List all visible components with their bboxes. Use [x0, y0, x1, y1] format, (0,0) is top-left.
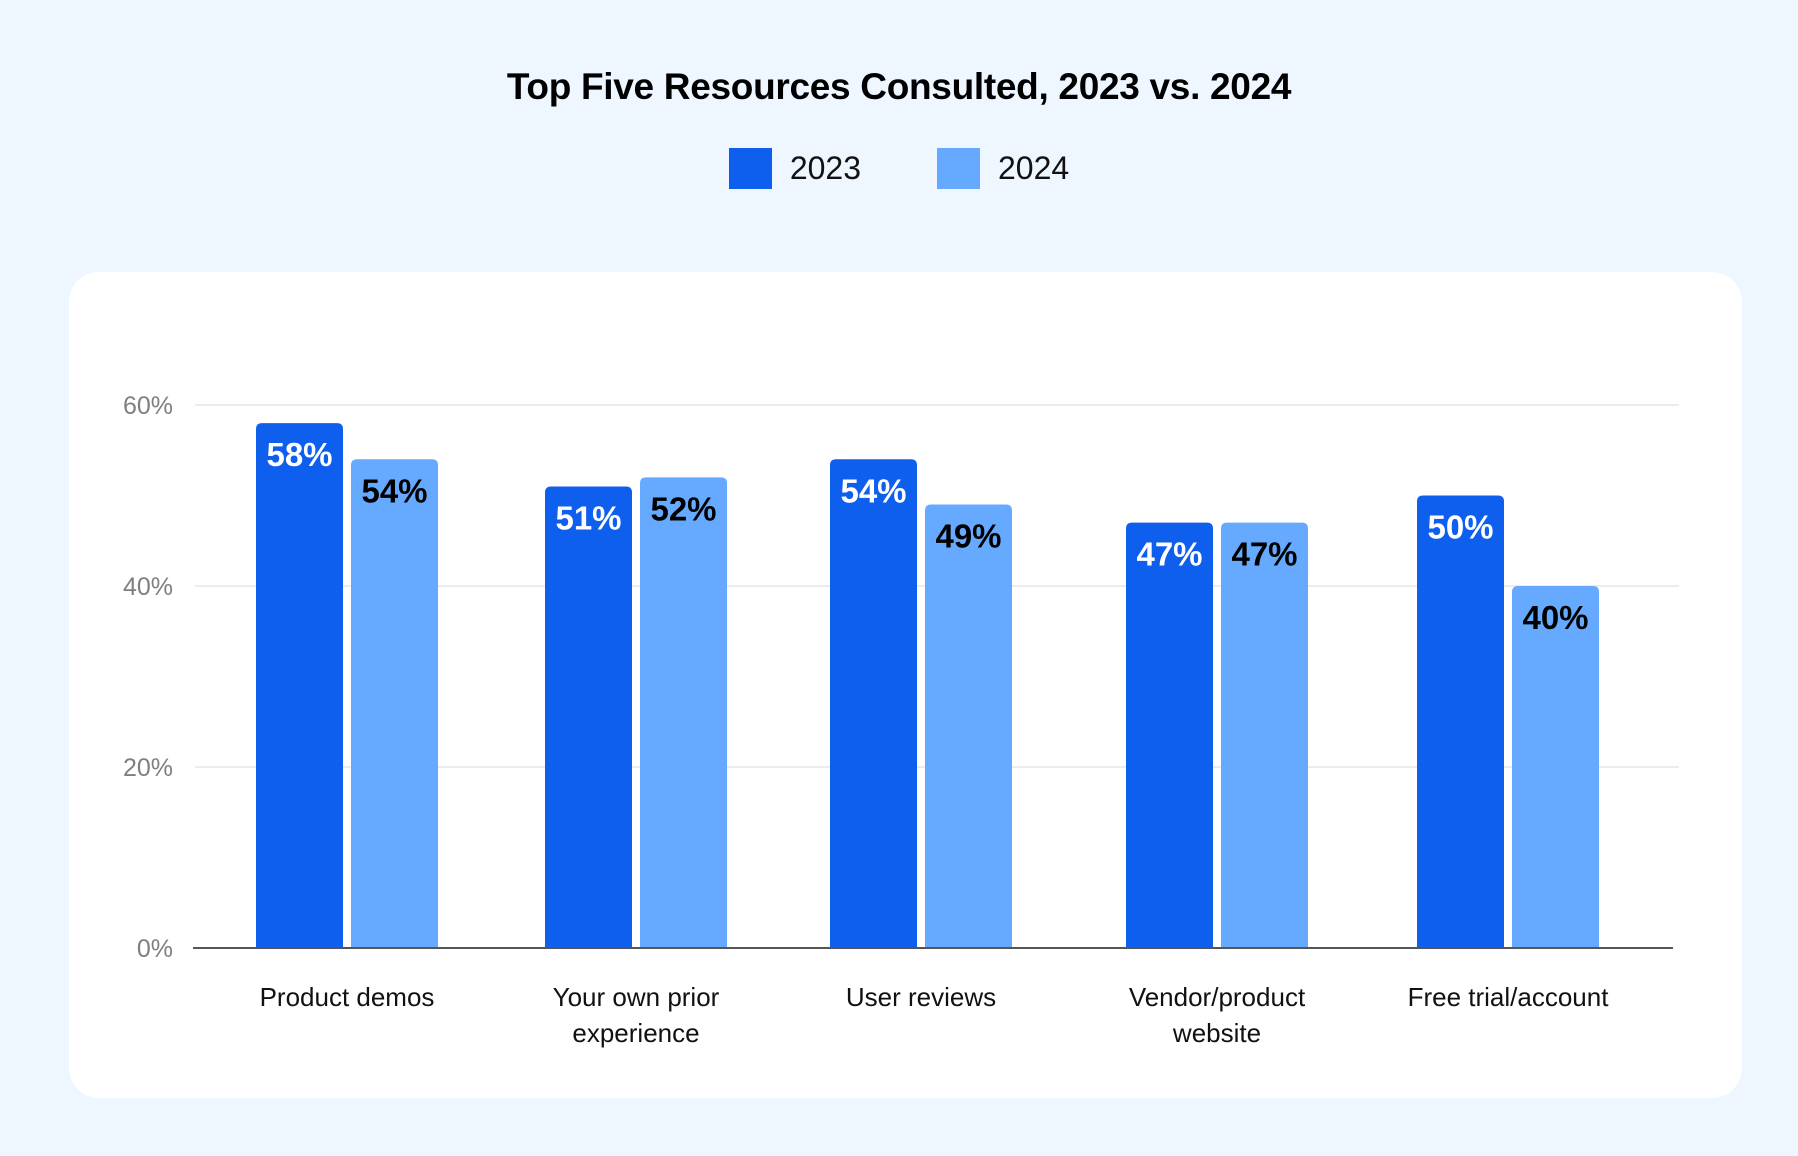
- bar-2024-4: [1512, 586, 1599, 948]
- legend-label-2023: 2023: [789, 150, 861, 186]
- legend: 2023 2024: [0, 148, 1798, 189]
- legend-item-2024: 2024: [937, 148, 1069, 189]
- legend-item-2023: 2023: [728, 148, 861, 189]
- y-tick-label: 40%: [123, 573, 173, 601]
- bar-2023-3: [1126, 522, 1213, 948]
- legend-swatch-2023: [728, 148, 772, 189]
- bar-2024-2: [925, 504, 1012, 948]
- x-category-label: experience: [572, 1018, 699, 1048]
- legend-label-2024: 2024: [998, 150, 1070, 186]
- y-tick-label: 0%: [137, 935, 173, 963]
- bar-label-2024-2: 49%: [935, 518, 1001, 555]
- bar-2023-0: [256, 423, 343, 949]
- legend-swatch-2024: [937, 148, 980, 189]
- bar-2024-1: [640, 477, 727, 948]
- bar-label-2024-3: 47%: [1231, 536, 1297, 573]
- bar-2023-4: [1417, 495, 1504, 948]
- bar-label-2023-1: 51%: [555, 499, 621, 536]
- bar-label-2023-0: 58%: [266, 436, 332, 473]
- x-category-label: Vendor/product: [1129, 982, 1306, 1012]
- x-category-label: Product demos: [260, 982, 435, 1012]
- bar-label-2024-4: 40%: [1522, 599, 1588, 636]
- bar-2024-3: [1221, 522, 1308, 948]
- y-tick-label: 20%: [123, 754, 173, 782]
- bar-2024-0: [351, 459, 438, 948]
- bar-2023-1: [545, 486, 632, 948]
- chart-title: Top Five Resources Consulted, 2023 vs. 2…: [506, 66, 1292, 107]
- x-category-label: website: [1172, 1018, 1261, 1048]
- bar-label-2024-0: 54%: [361, 472, 427, 509]
- chart-card: 0% 20% 40% 60% 58% 51% 54% 47% 50% 54% 52% 49% 47% 40…: [69, 272, 1742, 1098]
- bar-2023-2: [830, 459, 917, 948]
- y-tick-label: 60%: [123, 392, 173, 420]
- bar-label-2023-3: 47%: [1136, 536, 1202, 573]
- bar-label-2023-2: 54%: [840, 472, 906, 509]
- x-category-label: Your own prior: [553, 982, 720, 1012]
- x-category-label: Free trial/account: [1408, 982, 1610, 1012]
- bar-label-2023-4: 50%: [1427, 509, 1493, 546]
- x-category-label: User reviews: [846, 982, 996, 1012]
- bar-label-2024-1: 52%: [650, 490, 716, 527]
- bar-chart-plot: 0% 20% 40% 60% 58% 51% 54% 47% 50% 54% 52% 49% 47% 40…: [123, 392, 1679, 1048]
